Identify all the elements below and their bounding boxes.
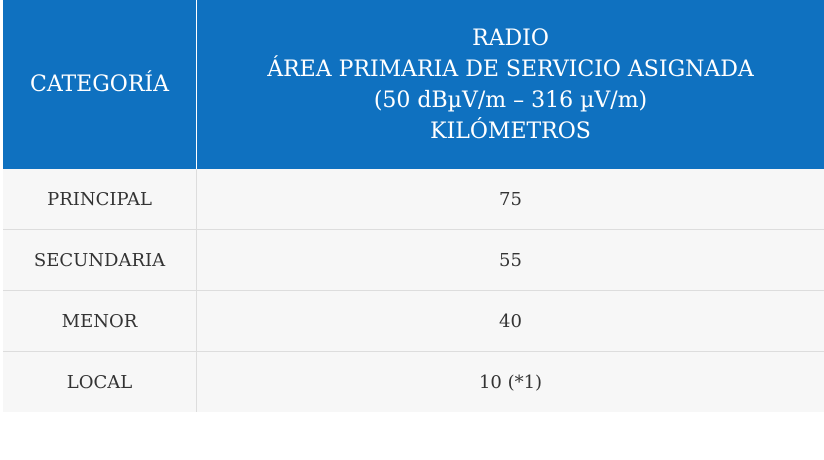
row-value: 10 (*1)	[197, 352, 824, 412]
table-row: LOCAL 10 (*1)	[3, 352, 824, 413]
row-category: SECUNDARIA	[3, 230, 197, 291]
table-row: PRINCIPAL 75	[3, 169, 824, 230]
table-row: MENOR 40	[3, 291, 824, 352]
row-category: MENOR	[3, 291, 197, 352]
row-value: 75	[197, 169, 824, 230]
table-row: SECUNDARIA 55	[3, 230, 824, 291]
table-header-row: CATEGORÍA RADIO ÁREA PRIMARIA DE SERVICI…	[3, 0, 824, 169]
row-value: 40	[197, 291, 824, 352]
header-radio-line: (50 dBµV/m – 316 µV/m)	[373, 87, 648, 113]
row-category: LOCAL	[3, 352, 197, 412]
row-value: 55	[197, 230, 824, 291]
header-radio-line: RADIO	[472, 25, 549, 51]
header-radio-line: KILÓMETROS	[430, 118, 591, 144]
row-category: PRINCIPAL	[3, 169, 197, 230]
radio-coverage-table: CATEGORÍA RADIO ÁREA PRIMARIA DE SERVICI…	[3, 0, 824, 413]
header-radio-lines: RADIO ÁREA PRIMARIA DE SERVICIO ASIGNADA…	[267, 23, 754, 147]
header-radio: RADIO ÁREA PRIMARIA DE SERVICIO ASIGNADA…	[197, 0, 824, 169]
header-radio-line: ÁREA PRIMARIA DE SERVICIO ASIGNADA	[267, 56, 754, 82]
header-category: CATEGORÍA	[3, 0, 197, 169]
